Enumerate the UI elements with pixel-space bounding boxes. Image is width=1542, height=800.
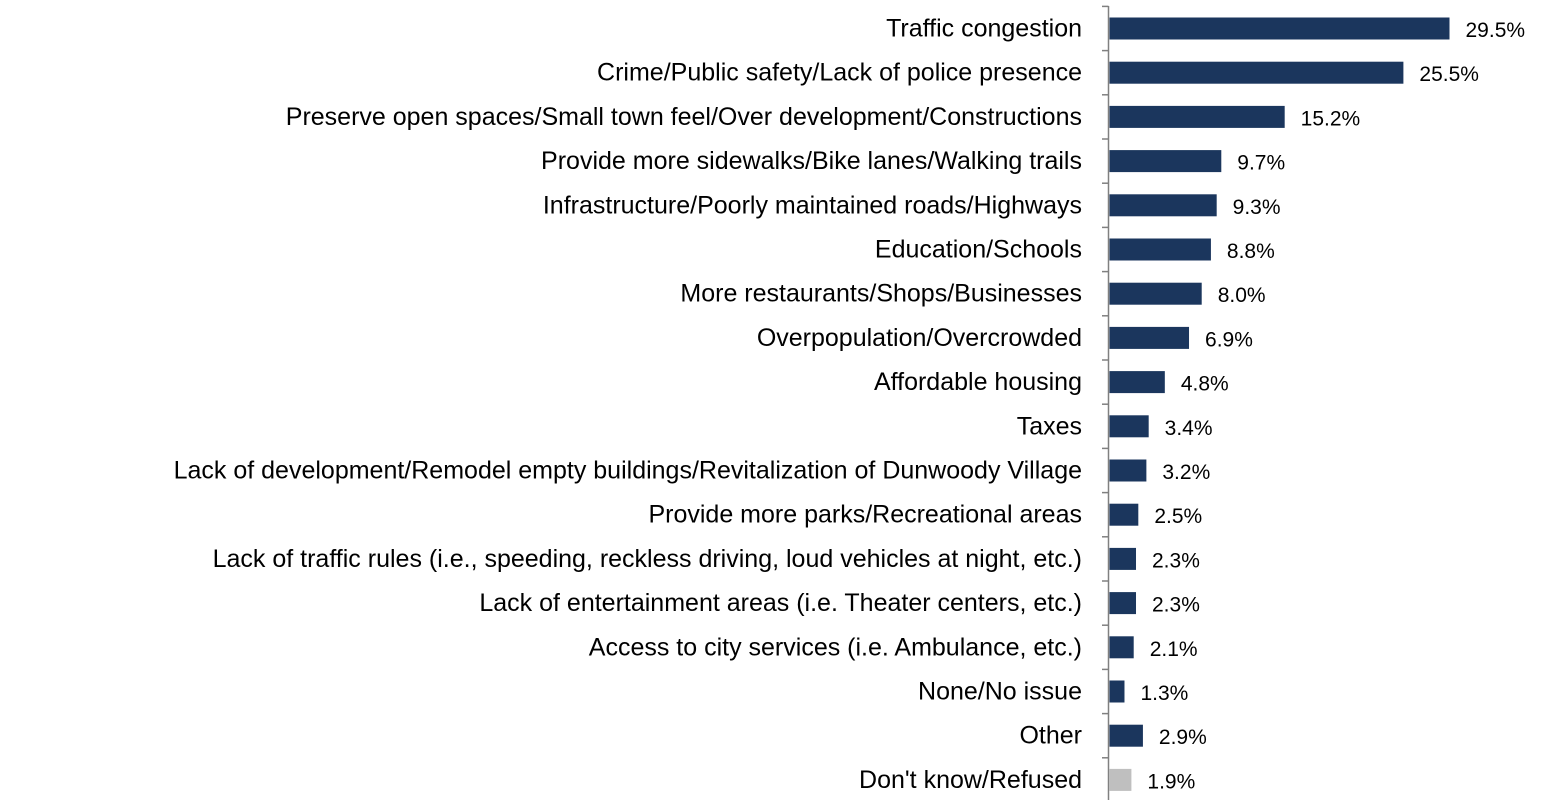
data-label: 15.2% bbox=[1301, 107, 1361, 130]
bar bbox=[1109, 592, 1137, 615]
data-label: 8.8% bbox=[1227, 240, 1275, 263]
category-label: Infrastructure/Poorly maintained roads/H… bbox=[543, 191, 1082, 219]
bar bbox=[1109, 371, 1165, 394]
category-label: Lack of entertainment areas (i.e. Theate… bbox=[479, 589, 1082, 617]
bar bbox=[1109, 724, 1143, 747]
category-label: Crime/Public safety/Lack of police prese… bbox=[597, 59, 1082, 87]
bar bbox=[1109, 415, 1149, 438]
category-label: Traffic congestion bbox=[886, 15, 1082, 43]
data-label: 2.5% bbox=[1154, 505, 1202, 528]
category-label: Other bbox=[1019, 722, 1082, 750]
data-label: 4.8% bbox=[1181, 373, 1229, 396]
bar bbox=[1109, 503, 1139, 526]
data-label: 29.5% bbox=[1466, 19, 1526, 42]
data-label: 9.7% bbox=[1237, 152, 1285, 175]
bar bbox=[1109, 61, 1404, 84]
data-label: 2.3% bbox=[1152, 549, 1200, 572]
bar bbox=[1109, 194, 1217, 217]
category-label: Don't know/Refused bbox=[859, 766, 1082, 794]
data-label: 2.1% bbox=[1150, 638, 1198, 661]
data-label: 6.9% bbox=[1205, 328, 1253, 351]
bar bbox=[1109, 636, 1134, 659]
bar bbox=[1109, 238, 1211, 261]
data-label: 2.3% bbox=[1152, 594, 1200, 617]
data-label: 3.4% bbox=[1165, 417, 1213, 440]
bar bbox=[1109, 547, 1137, 570]
data-label: 9.3% bbox=[1233, 196, 1281, 219]
bar bbox=[1109, 680, 1125, 703]
data-label: 3.2% bbox=[1162, 461, 1210, 484]
data-label: 1.3% bbox=[1140, 682, 1188, 705]
data-label: 2.9% bbox=[1159, 726, 1207, 749]
category-label: Lack of traffic rules (i.e., speeding, r… bbox=[213, 545, 1082, 573]
category-label: Preserve open spaces/Small town feel/Ove… bbox=[286, 103, 1082, 131]
data-label: 1.9% bbox=[1147, 770, 1195, 793]
data-label: 25.5% bbox=[1419, 63, 1479, 86]
category-label: Affordable housing bbox=[874, 368, 1082, 396]
bar bbox=[1109, 282, 1202, 305]
bar bbox=[1109, 17, 1450, 40]
category-label: Provide more parks/Recreational areas bbox=[648, 501, 1082, 529]
bar bbox=[1109, 105, 1285, 128]
category-label: None/No issue bbox=[918, 678, 1082, 706]
category-label: More restaurants/Shops/Businesses bbox=[680, 280, 1082, 308]
bar bbox=[1109, 150, 1222, 173]
bar bbox=[1109, 768, 1132, 791]
category-label: Education/Schools bbox=[875, 236, 1082, 264]
category-label: Taxes bbox=[1017, 412, 1082, 440]
category-label: Lack of development/Remodel empty buildi… bbox=[174, 457, 1082, 485]
category-label: Provide more sidewalks/Bike lanes/Walkin… bbox=[541, 147, 1082, 175]
category-label: Overpopulation/Overcrowded bbox=[757, 324, 1082, 352]
data-label: 8.0% bbox=[1218, 284, 1266, 307]
bar bbox=[1109, 326, 1190, 349]
category-label: Access to city services (i.e. Ambulance,… bbox=[589, 633, 1082, 661]
bar bbox=[1109, 459, 1147, 482]
